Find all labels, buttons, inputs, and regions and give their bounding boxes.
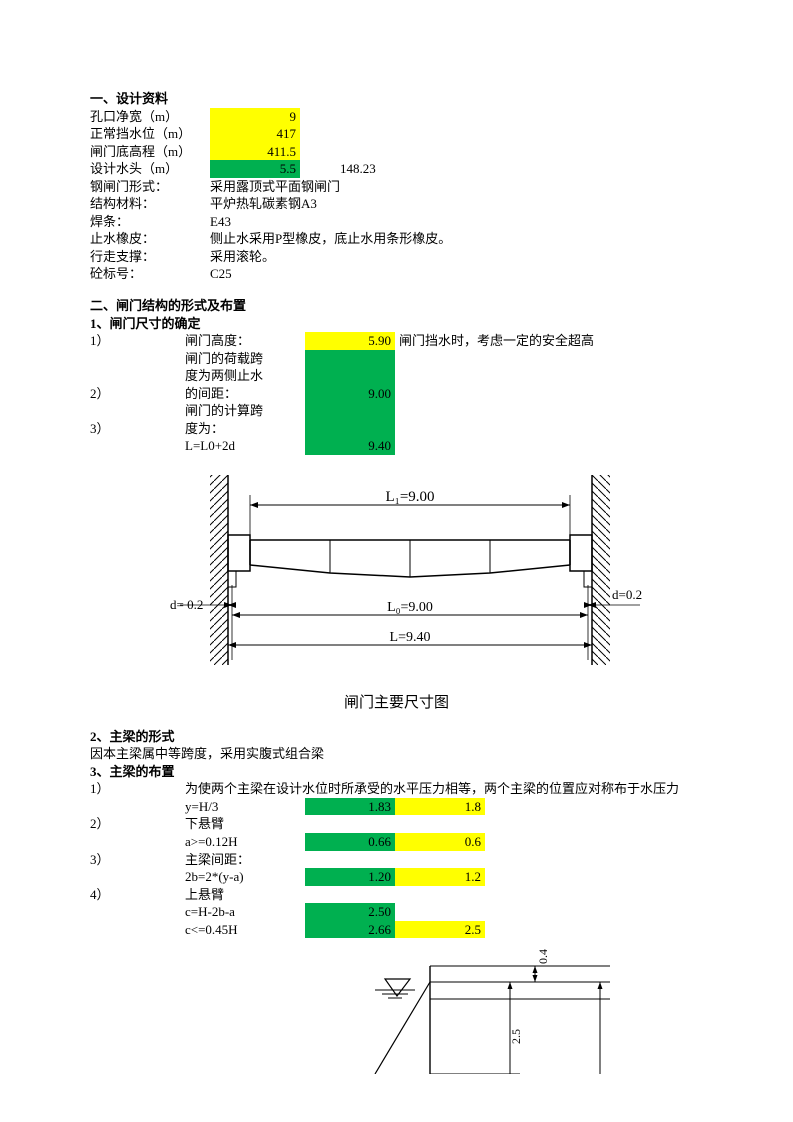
value-cell-2: 0.6 [395,833,485,851]
row-idx: 3） [90,851,185,869]
row-idx [90,868,185,886]
section1-title: 一、设计资料 [90,90,703,108]
row-idx: 2） [90,385,185,403]
section2-sub3-title: 3、主梁的布置 [90,763,703,781]
row-idx [90,833,185,851]
row-idx [90,350,185,368]
row-text: 平炉热轧碳素钢A3 [210,195,317,213]
row-label: 闸门底高程（m） [90,143,210,161]
row-label: 设计水头（m） [90,160,210,178]
row-label: 下悬臂 [185,815,305,833]
value-cell: 411.5 [210,143,300,161]
value-cell [305,815,395,833]
value-cell: 417 [210,125,300,143]
value-cell [305,420,395,438]
row-label: 2b=2*(y-a) [185,868,305,886]
svg-text:d=0.2: d=0.2 [612,587,642,602]
row-idx [90,921,185,939]
value-cell: 5.5 [210,160,300,178]
svg-text:L=9.40: L=9.40 [390,630,431,645]
row-idx: 1） [90,780,185,798]
row-label: 钢闸门形式： [90,178,210,196]
value-cell: 2.50 [305,903,395,921]
value-cell-2 [395,886,485,904]
value-cell: 9 [210,108,300,126]
row-text: C25 [210,265,232,283]
section2-title: 二、闸门结构的形式及布置 [90,297,703,315]
row-text: 采用滚轮。 [210,248,275,266]
svg-text:d= 0.2: d= 0.2 [170,597,203,612]
section2-sub1-title: 1、闸门尺寸的确定 [90,315,703,333]
section2-sub2-title: 2、主梁的形式 [90,728,703,746]
value-cell [305,350,395,368]
row-label: 的间距： [185,385,305,403]
row-label: 孔口净宽（m） [90,108,210,126]
value-cell-2 [395,815,485,833]
row-label: 主梁间距： [185,851,305,869]
svg-text:L₁=9.00: L₁=9.00 [385,489,434,505]
diagram1-caption: 闸门主要尺寸图 [90,693,703,713]
row-label: c=H-2b-a [185,903,305,921]
value-cell-2: 1.2 [395,868,485,886]
value-cell: 1.83 [305,798,395,816]
row-label: 正常挡水位（m） [90,125,210,143]
row-idx: 3） [90,420,185,438]
row-label: 上悬臂 [185,886,305,904]
svg-text:L₀=9.00: L₀=9.00 [387,600,433,615]
value-cell: 2.66 [305,921,395,939]
value-cell [305,402,395,420]
row-label: 度为两侧止水 [185,367,305,385]
row-label: 砼标号： [90,265,210,283]
value-cell [305,886,395,904]
value-cell-2 [395,851,485,869]
row-label: a>=0.12H [185,833,305,851]
row-label: 度为： [185,420,305,438]
svg-text:2.5: 2.5 [509,1029,523,1044]
value-cell [305,367,395,385]
row-text: 采用露顶式平面钢闸门 [210,178,340,196]
row-idx: 4） [90,886,185,904]
extra-value: 148.23 [300,160,376,178]
value-cell: 9.40 [305,437,395,455]
row-text: 侧止水采用P型橡皮，底止水用条形橡皮。 [210,230,451,248]
row-label: 闸门高度： [185,332,305,350]
value-cell-2: 2.5 [395,921,485,939]
row-label: y=H/3 [185,798,305,816]
row-note: 闸门挡水时，考虑一定的安全超高 [395,332,594,350]
value-cell: 1.20 [305,868,395,886]
row-label: 行走支撑： [90,248,210,266]
row-label: c<=0.45H [185,921,305,939]
value-cell [305,851,395,869]
value-cell-2: 1.8 [395,798,485,816]
row-idx [90,903,185,921]
value-cell-2 [395,903,485,921]
value-cell: 5.90 [305,332,395,350]
row-idx [90,798,185,816]
row-idx: 1） [90,332,185,350]
row-idx [90,437,185,455]
row-label: 焊条： [90,213,210,231]
row-label: 闸门的计算跨 [185,402,305,420]
row-idx: 2） [90,815,185,833]
intro-text: 为使两个主梁在设计水位时所承受的水平压力相等，两个主梁的位置应对称布于水压力 [185,780,679,798]
row-label: 止水橡皮： [90,230,210,248]
value-cell: 9.00 [305,385,395,403]
row-label: 闸门的荷载跨 [185,350,305,368]
row-label: 结构材料： [90,195,210,213]
svg-text:0.4: 0.4 [536,949,550,964]
row-idx [90,402,185,420]
load-diagram: 0.4 2.5 [360,944,703,1079]
value-cell: 0.66 [305,833,395,851]
row-idx [90,367,185,385]
row-label: L=L0+2d [185,437,305,455]
row-text: E43 [210,213,231,231]
sub2-text: 因本主梁属中等跨度，采用实腹式组合梁 [90,745,703,763]
gate-dimension-diagram: L₁=9.00 L₀=9.00 L=9.40 d= 0.2 d=0.2 [150,465,703,690]
